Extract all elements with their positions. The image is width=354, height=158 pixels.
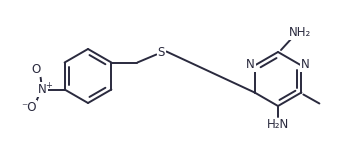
Text: S: S [158, 46, 165, 59]
Text: +: + [45, 81, 52, 90]
Text: N: N [301, 58, 310, 71]
Text: N: N [246, 58, 255, 71]
Text: H₂N: H₂N [267, 118, 289, 131]
Text: ⁻O: ⁻O [21, 101, 36, 114]
Text: NH₂: NH₂ [289, 27, 311, 40]
Text: O: O [31, 63, 40, 76]
Text: N: N [38, 83, 47, 96]
